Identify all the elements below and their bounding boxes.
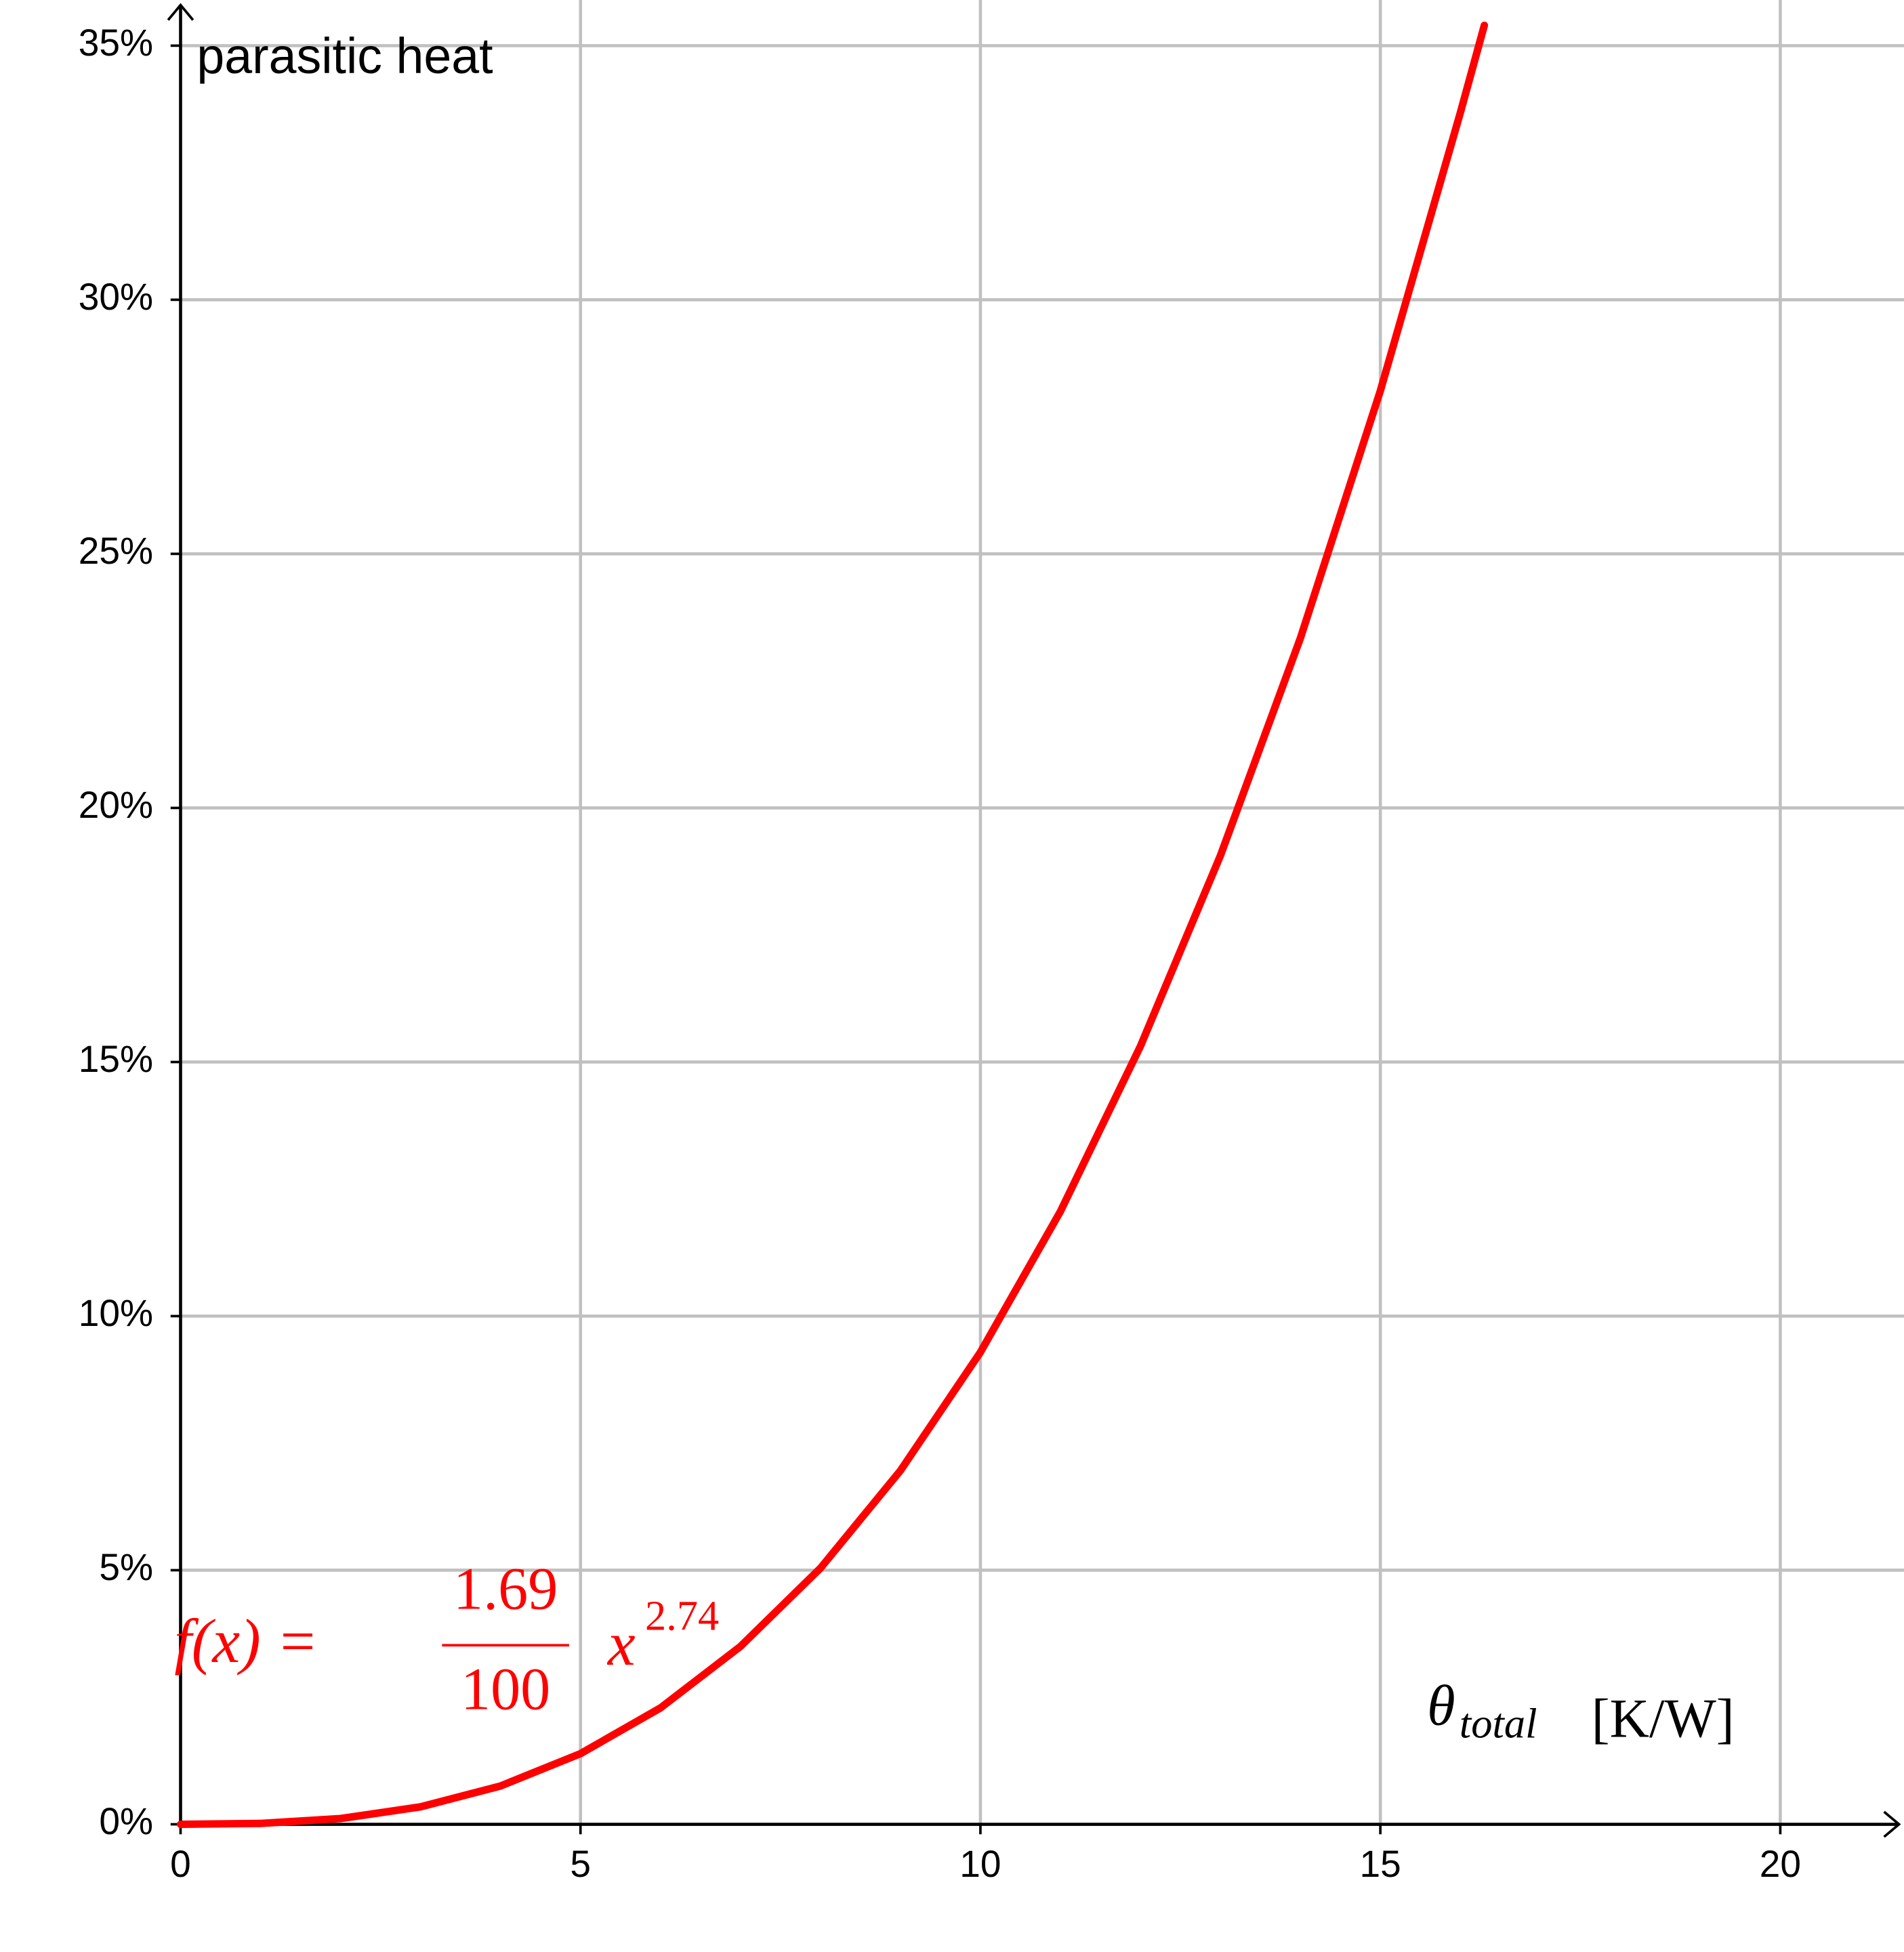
x-label-subscript: total: [1460, 1699, 1537, 1747]
x-axis-label: θ total [K/W]: [1427, 1674, 1735, 1749]
data-line: [176, 21, 1489, 1829]
grid: [180, 0, 1904, 1825]
y-axis-label: parasitic heat: [196, 28, 493, 84]
x-tick-label: 0: [170, 1843, 191, 1885]
y-tick-label: 25%: [79, 530, 153, 572]
x-label-unit: [K/W]: [1592, 1688, 1735, 1749]
y-tick-label: 20%: [79, 784, 153, 826]
axes: [167, 3, 1901, 1838]
y-tick-label: 30%: [79, 276, 153, 318]
formula-exponent: 2.74: [645, 1592, 719, 1640]
formula-lhs: f(x) =: [174, 1606, 318, 1676]
y-tick-label: 35%: [79, 22, 153, 64]
x-label-symbol: θ: [1427, 1674, 1455, 1737]
formula-numerator: 1.69: [453, 1556, 558, 1622]
formula-denominator: 100: [461, 1656, 550, 1722]
formula: f(x) = 1.69 100 x 2.74: [174, 1556, 719, 1722]
y-tick-label: 5%: [99, 1546, 153, 1588]
x-tick-label: 20: [1760, 1843, 1801, 1885]
y-axis-arrow: [167, 3, 194, 21]
x-tick-label: 5: [570, 1843, 591, 1885]
x-axis-arrow: [1883, 1810, 1901, 1838]
x-tick-label: 10: [959, 1843, 1001, 1885]
y-tick-label: 10%: [79, 1292, 153, 1334]
formula-base: x: [606, 1609, 636, 1678]
y-tick-label: 15%: [79, 1038, 153, 1080]
x-tick-label: 15: [1360, 1843, 1401, 1885]
y-tick-label: 0%: [99, 1800, 153, 1842]
